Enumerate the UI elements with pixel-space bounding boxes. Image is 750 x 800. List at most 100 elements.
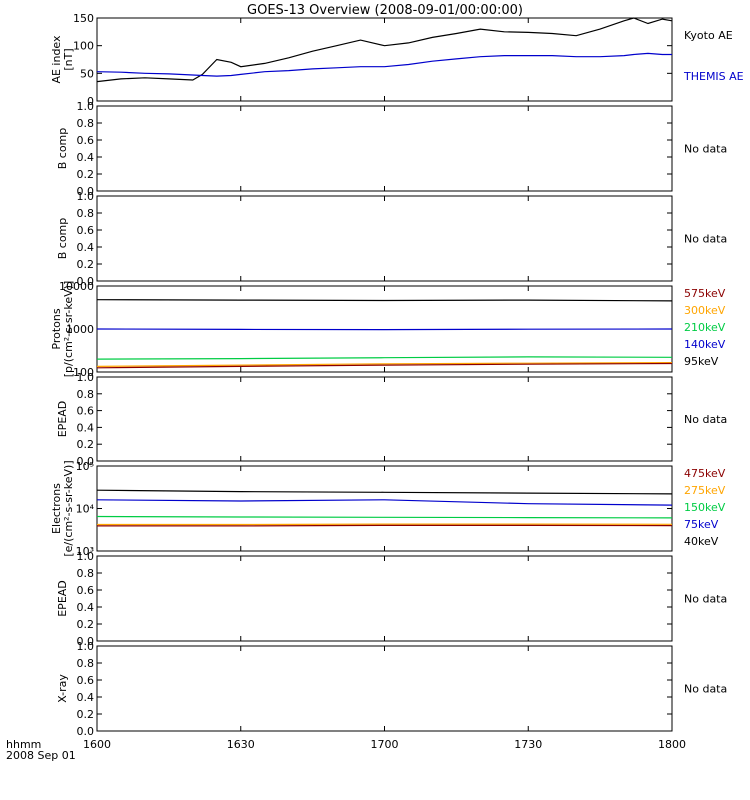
panel-ae: 0 50 100 150 AE index [nT] Kyoto AE THEMIS AE (50, 12, 744, 108)
y-axis-label: [p/(cm²-s-sr-keV)] (62, 281, 75, 378)
panel-frame (96, 465, 673, 552)
y-tick-label: 1.0 (77, 190, 95, 203)
panel-protons: 100 1000 10000 Protons [p/(cm²-s-sr-keV)] 575… (50, 280, 726, 379)
series-group-electrons (96, 489, 673, 527)
panel-xray: 0.0 0.2 0.4 0.6 0.8 1.0 X-ray No data (56, 640, 727, 738)
y-tick-label: 0.8 (77, 207, 95, 220)
y-tick-label: 1.0 (77, 550, 95, 563)
legend-entry: 300keV (684, 304, 726, 317)
legend-entry: Kyoto AE (684, 29, 733, 42)
series-line (96, 299, 673, 302)
y-axis-label: EPEAD (56, 580, 69, 617)
no-data-label: No data (684, 683, 727, 696)
panel-frame (96, 105, 673, 192)
y-tick-label: 0.6 (77, 224, 95, 237)
chart-title: GOES-13 Overview (2008-09-01/00:00:00) (247, 3, 523, 18)
series-line (97, 524, 673, 527)
legend-entry: 95keV (684, 355, 719, 368)
y-tick-label: 0.0 (77, 455, 95, 468)
legend-entry: 40keV (684, 535, 719, 548)
legend-entry: 75keV (684, 518, 719, 531)
series-line (96, 362, 673, 369)
x-tick-label: 1630 (227, 738, 255, 751)
y-tick-label: 0.2 (77, 618, 95, 631)
y-tick-label: 0.4 (77, 691, 95, 704)
y-tick-label: 0.2 (77, 168, 95, 181)
y-tick-label: 0.0 (77, 275, 95, 288)
y-tick-label: 0.0 (77, 185, 95, 198)
series-line (96, 362, 673, 367)
series-group-protons (96, 299, 673, 369)
series-line (96, 356, 673, 360)
y-axis-label: [nT] (62, 48, 75, 70)
y-tick-label: 0.6 (77, 134, 95, 147)
panel-frame (96, 17, 673, 102)
x-tick-label: 1800 (658, 738, 686, 751)
x-tick-label: 1600 (83, 738, 111, 751)
no-data-label: No data (684, 413, 727, 426)
panels-group: 0 50 100 150 AE index [nT] Kyoto AE THEMIS AE 0.… (50, 12, 744, 738)
y-tick-label: 50 (80, 67, 94, 80)
y-tick-label: 10000 (59, 280, 94, 293)
y-tick-label: 0 (87, 95, 94, 108)
x-tick-label: 1730 (514, 738, 542, 751)
y-axis-label: AE index (50, 35, 63, 84)
y-axis-label: EPEAD (56, 401, 69, 438)
y-tick-label: 0.0 (77, 725, 95, 738)
y-tick-label: 0.6 (77, 584, 95, 597)
series-line (96, 17, 673, 83)
y-axis-label: X-ray (56, 674, 69, 703)
y-axis-label: B comp (56, 128, 69, 170)
series-line (96, 515, 673, 519)
y-tick-label: 0.8 (77, 567, 95, 580)
y-tick-label: 10³ (76, 545, 94, 558)
y-tick-label: 0.4 (77, 601, 95, 614)
y-tick-label: 1.0 (77, 640, 95, 653)
series-line (96, 489, 673, 495)
panel-epead1: 0.0 0.2 0.4 0.6 0.8 1.0 EPEAD No data (56, 371, 727, 468)
y-axis-label: [e/(cm²-s-sr-keV)] (62, 460, 75, 556)
no-data-label: No data (684, 233, 727, 246)
no-data-label: No data (684, 593, 727, 606)
no-data-label: No data (684, 143, 727, 156)
y-tick-label: 0.8 (77, 388, 95, 401)
series-group-ae (96, 17, 673, 83)
y-tick-label: 100 (73, 366, 94, 379)
panel-frame (96, 645, 673, 732)
y-tick-label: 1.0 (77, 371, 95, 384)
legend-entry: 275keV (684, 484, 726, 497)
y-tick-label: 1000 (66, 323, 94, 336)
y-axis-label: B comp (56, 218, 69, 260)
panel-frame (96, 555, 673, 642)
y-tick-label: 0.4 (77, 241, 95, 254)
panel-epead2: 0.0 0.2 0.4 0.6 0.8 1.0 EPEAD No data (56, 550, 727, 648)
y-tick-label: 0.8 (77, 657, 95, 670)
y-tick-label: 0.2 (77, 438, 95, 451)
y-axis-label: Electrons (50, 483, 63, 534)
y-tick-label: 0.0 (77, 635, 95, 648)
series-line (96, 499, 673, 506)
y-tick-label: 0.8 (77, 117, 95, 130)
x-axis-units-label: hhmm (6, 738, 41, 751)
panel-bcomp1: 0.0 0.2 0.4 0.6 0.8 1.0 B comp No data (56, 100, 727, 198)
legend-entry: 475keV (684, 467, 726, 480)
legend-entry: 140keV (684, 338, 726, 351)
y-tick-label: 100 (73, 40, 94, 53)
y-tick-label: 0.2 (77, 258, 95, 271)
legend-entry: THEMIS AE (683, 70, 744, 83)
y-tick-label: 0.2 (77, 708, 95, 721)
x-axis-date-label: 2008 Sep 01 (6, 749, 76, 762)
panel-bcomp2: 0.0 0.2 0.4 0.6 0.8 1.0 B comp No data (56, 190, 727, 288)
panel-electrons: 10³ 10⁴ 10⁵ Electrons [e/(cm²-s-sr-keV)] 475k… (50, 460, 726, 558)
panel-frame (96, 195, 673, 282)
panel-frame (96, 376, 673, 462)
x-tick-label: 1700 (371, 738, 399, 751)
y-tick-label: 0.4 (77, 421, 95, 434)
y-tick-label: 0.4 (77, 151, 95, 164)
series-line (96, 328, 673, 331)
legend-entry: 150keV (684, 501, 726, 514)
y-tick-label: 1.0 (77, 100, 95, 113)
